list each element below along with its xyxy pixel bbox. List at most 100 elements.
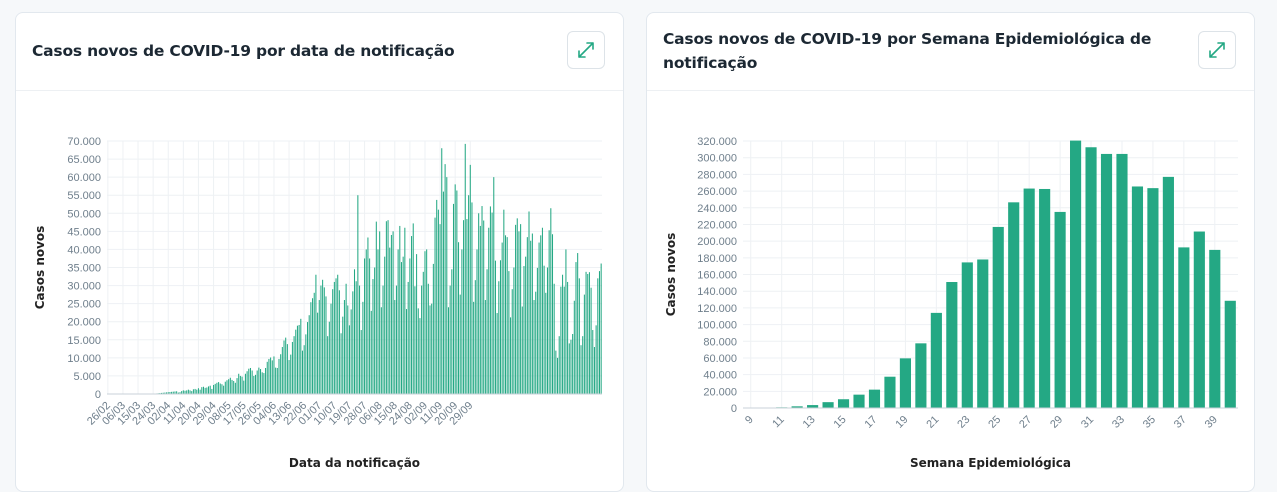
chart-bar bbox=[305, 334, 307, 394]
chart-bar bbox=[515, 224, 517, 394]
y-axis-title: Casos novos bbox=[664, 233, 678, 317]
chart-bar bbox=[229, 377, 231, 394]
x-axis-title: Semana Epidemiológica bbox=[910, 456, 1071, 470]
daily-cases-chart: 0 5.000 10.000 15.000 20.000 25.000 30.000 35.0… bbox=[33, 136, 602, 470]
chart-bar bbox=[541, 227, 543, 394]
chart-bar bbox=[350, 309, 352, 394]
chart-bar bbox=[578, 278, 580, 394]
chart-bar bbox=[1085, 147, 1097, 408]
y-axis-title: Casos novos bbox=[33, 226, 47, 310]
chart-bar bbox=[510, 317, 512, 394]
chart-bar bbox=[416, 254, 418, 394]
chart-bar bbox=[434, 217, 436, 394]
chart-bar bbox=[463, 220, 465, 394]
y-tick-label: 35.000 bbox=[67, 263, 101, 275]
expand-arrows-icon bbox=[1209, 42, 1225, 58]
x-tick-label: 19 bbox=[893, 414, 910, 431]
chart-bar bbox=[226, 380, 228, 394]
chart-bar bbox=[211, 388, 213, 394]
chart-bar bbox=[392, 231, 394, 394]
chart-bar bbox=[516, 218, 518, 394]
chart-bar bbox=[478, 213, 480, 394]
chart-bar bbox=[385, 221, 387, 394]
y-tick-label: 20.000 bbox=[703, 386, 737, 398]
chart-bar bbox=[320, 285, 322, 394]
chart-bar bbox=[184, 390, 186, 394]
chart-bar bbox=[553, 283, 555, 394]
chart-bar bbox=[414, 286, 416, 394]
y-tick-label: 40.000 bbox=[67, 244, 101, 256]
chart-bar bbox=[506, 237, 508, 394]
y-tick-label: 160.000 bbox=[697, 270, 737, 282]
chart-bar bbox=[411, 236, 413, 394]
chart-bar bbox=[400, 262, 403, 394]
y-tick-label: 65.000 bbox=[67, 154, 101, 166]
chart-bar bbox=[207, 386, 210, 394]
y-tick-label: 60.000 bbox=[703, 353, 737, 365]
chart-bar bbox=[286, 344, 288, 394]
chart-bar bbox=[548, 230, 550, 394]
chart-bar bbox=[575, 262, 577, 394]
chart-bar bbox=[491, 212, 493, 394]
chart-bar bbox=[322, 279, 324, 394]
chart-bar bbox=[441, 148, 443, 394]
chart-bar bbox=[213, 384, 215, 394]
chart-bar bbox=[283, 340, 285, 394]
x-tick-label: 21 bbox=[924, 414, 941, 431]
chart-bar bbox=[384, 256, 386, 394]
chart-bar bbox=[595, 325, 597, 394]
chart-bar bbox=[187, 389, 189, 394]
chart-bar bbox=[488, 227, 490, 394]
chart-bar bbox=[335, 278, 337, 394]
chart-bar bbox=[342, 316, 344, 394]
chart-bar bbox=[379, 231, 381, 394]
chart-bar bbox=[219, 383, 221, 394]
expand-arrows-icon bbox=[578, 42, 594, 58]
chart-bar bbox=[585, 271, 587, 394]
chart-bar bbox=[558, 336, 560, 394]
x-tick-label: 13 bbox=[801, 414, 818, 431]
chart-bar bbox=[360, 330, 362, 394]
chart-bar bbox=[484, 300, 486, 394]
chart-bar bbox=[583, 294, 585, 394]
chart-bar bbox=[557, 357, 559, 394]
chart-bar bbox=[348, 325, 350, 394]
chart-bar bbox=[573, 300, 575, 394]
y-tick-label: 280.000 bbox=[697, 169, 737, 181]
chart-bar bbox=[404, 227, 406, 394]
chart-bar bbox=[473, 301, 475, 394]
chart-bar bbox=[432, 263, 434, 394]
chart-bar bbox=[291, 341, 293, 394]
chart-bar bbox=[394, 300, 396, 394]
chart-bar bbox=[399, 225, 401, 394]
chart-bar bbox=[382, 285, 384, 394]
chart-bar bbox=[280, 354, 282, 394]
chart-bar bbox=[853, 394, 865, 408]
expand-button[interactable] bbox=[1198, 31, 1236, 69]
chart-bar bbox=[389, 247, 391, 394]
chart-bar bbox=[197, 388, 199, 394]
chart-bar bbox=[464, 143, 466, 394]
chart-bar bbox=[1023, 188, 1035, 408]
chart-bar bbox=[256, 370, 258, 394]
chart-bar bbox=[390, 234, 392, 394]
chart-bar bbox=[535, 291, 537, 394]
chart-bar bbox=[196, 389, 198, 394]
chart-bar bbox=[1162, 176, 1174, 408]
chart-bar bbox=[1224, 300, 1236, 408]
chart-bar bbox=[807, 405, 819, 408]
expand-button[interactable] bbox=[567, 31, 605, 69]
chart-bar bbox=[538, 242, 540, 394]
chart-bar bbox=[1008, 202, 1020, 408]
chart-bar bbox=[546, 267, 548, 394]
y-tick-label: 70.000 bbox=[67, 136, 101, 148]
chart-bar bbox=[600, 263, 602, 394]
chart-bar bbox=[530, 240, 532, 394]
chart-bar bbox=[199, 389, 201, 394]
chart-bar bbox=[458, 242, 460, 394]
y-tick-label: 25.000 bbox=[67, 299, 101, 311]
chart-bar bbox=[248, 368, 250, 394]
chart-bar bbox=[590, 287, 592, 394]
chart-bar bbox=[202, 386, 205, 394]
chart-bar bbox=[523, 266, 525, 394]
